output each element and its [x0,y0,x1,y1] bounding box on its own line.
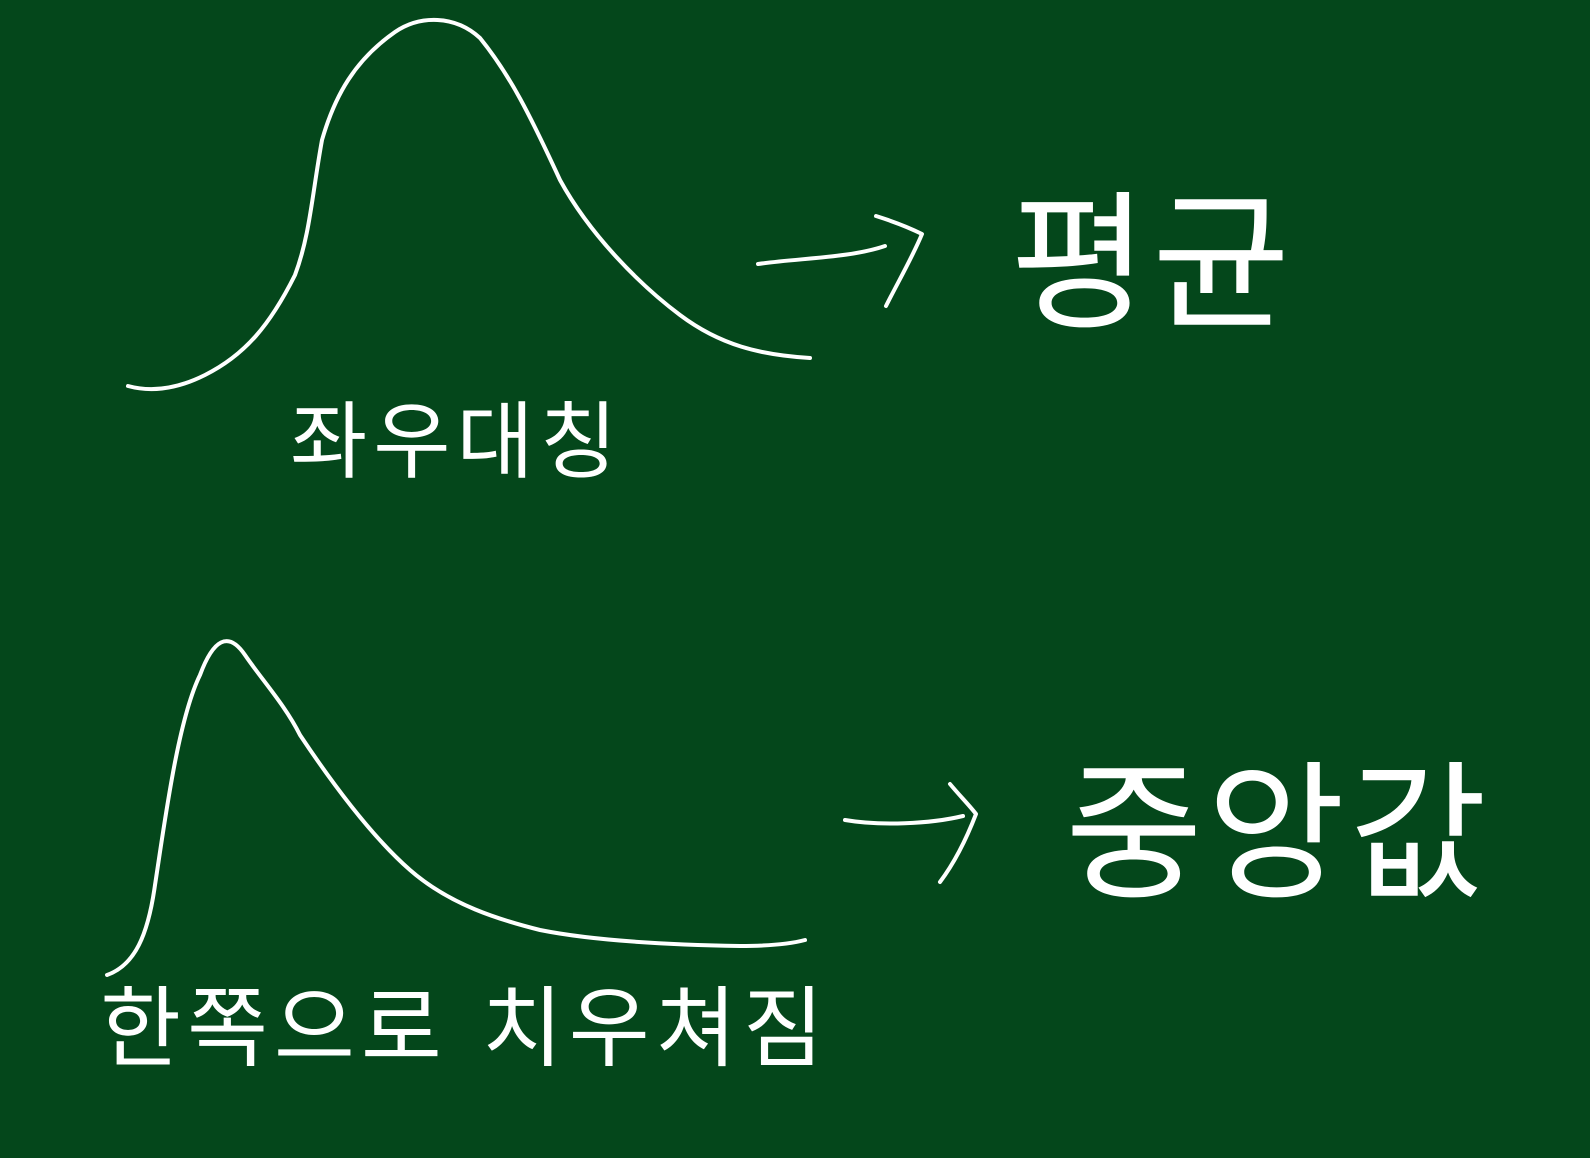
arrow-to-median [843,782,978,884]
skewed-curve [105,639,807,977]
symmetric-label: 좌우대칭 [290,393,624,491]
median-result-label: 중앙값 [1065,748,1492,922]
skewed-label: 한쪽으로 치우쳐짐 [100,977,830,1080]
mean-result-label: 평균 [1010,178,1295,352]
symmetric-curve [126,18,812,392]
arrow-to-mean [756,214,924,308]
